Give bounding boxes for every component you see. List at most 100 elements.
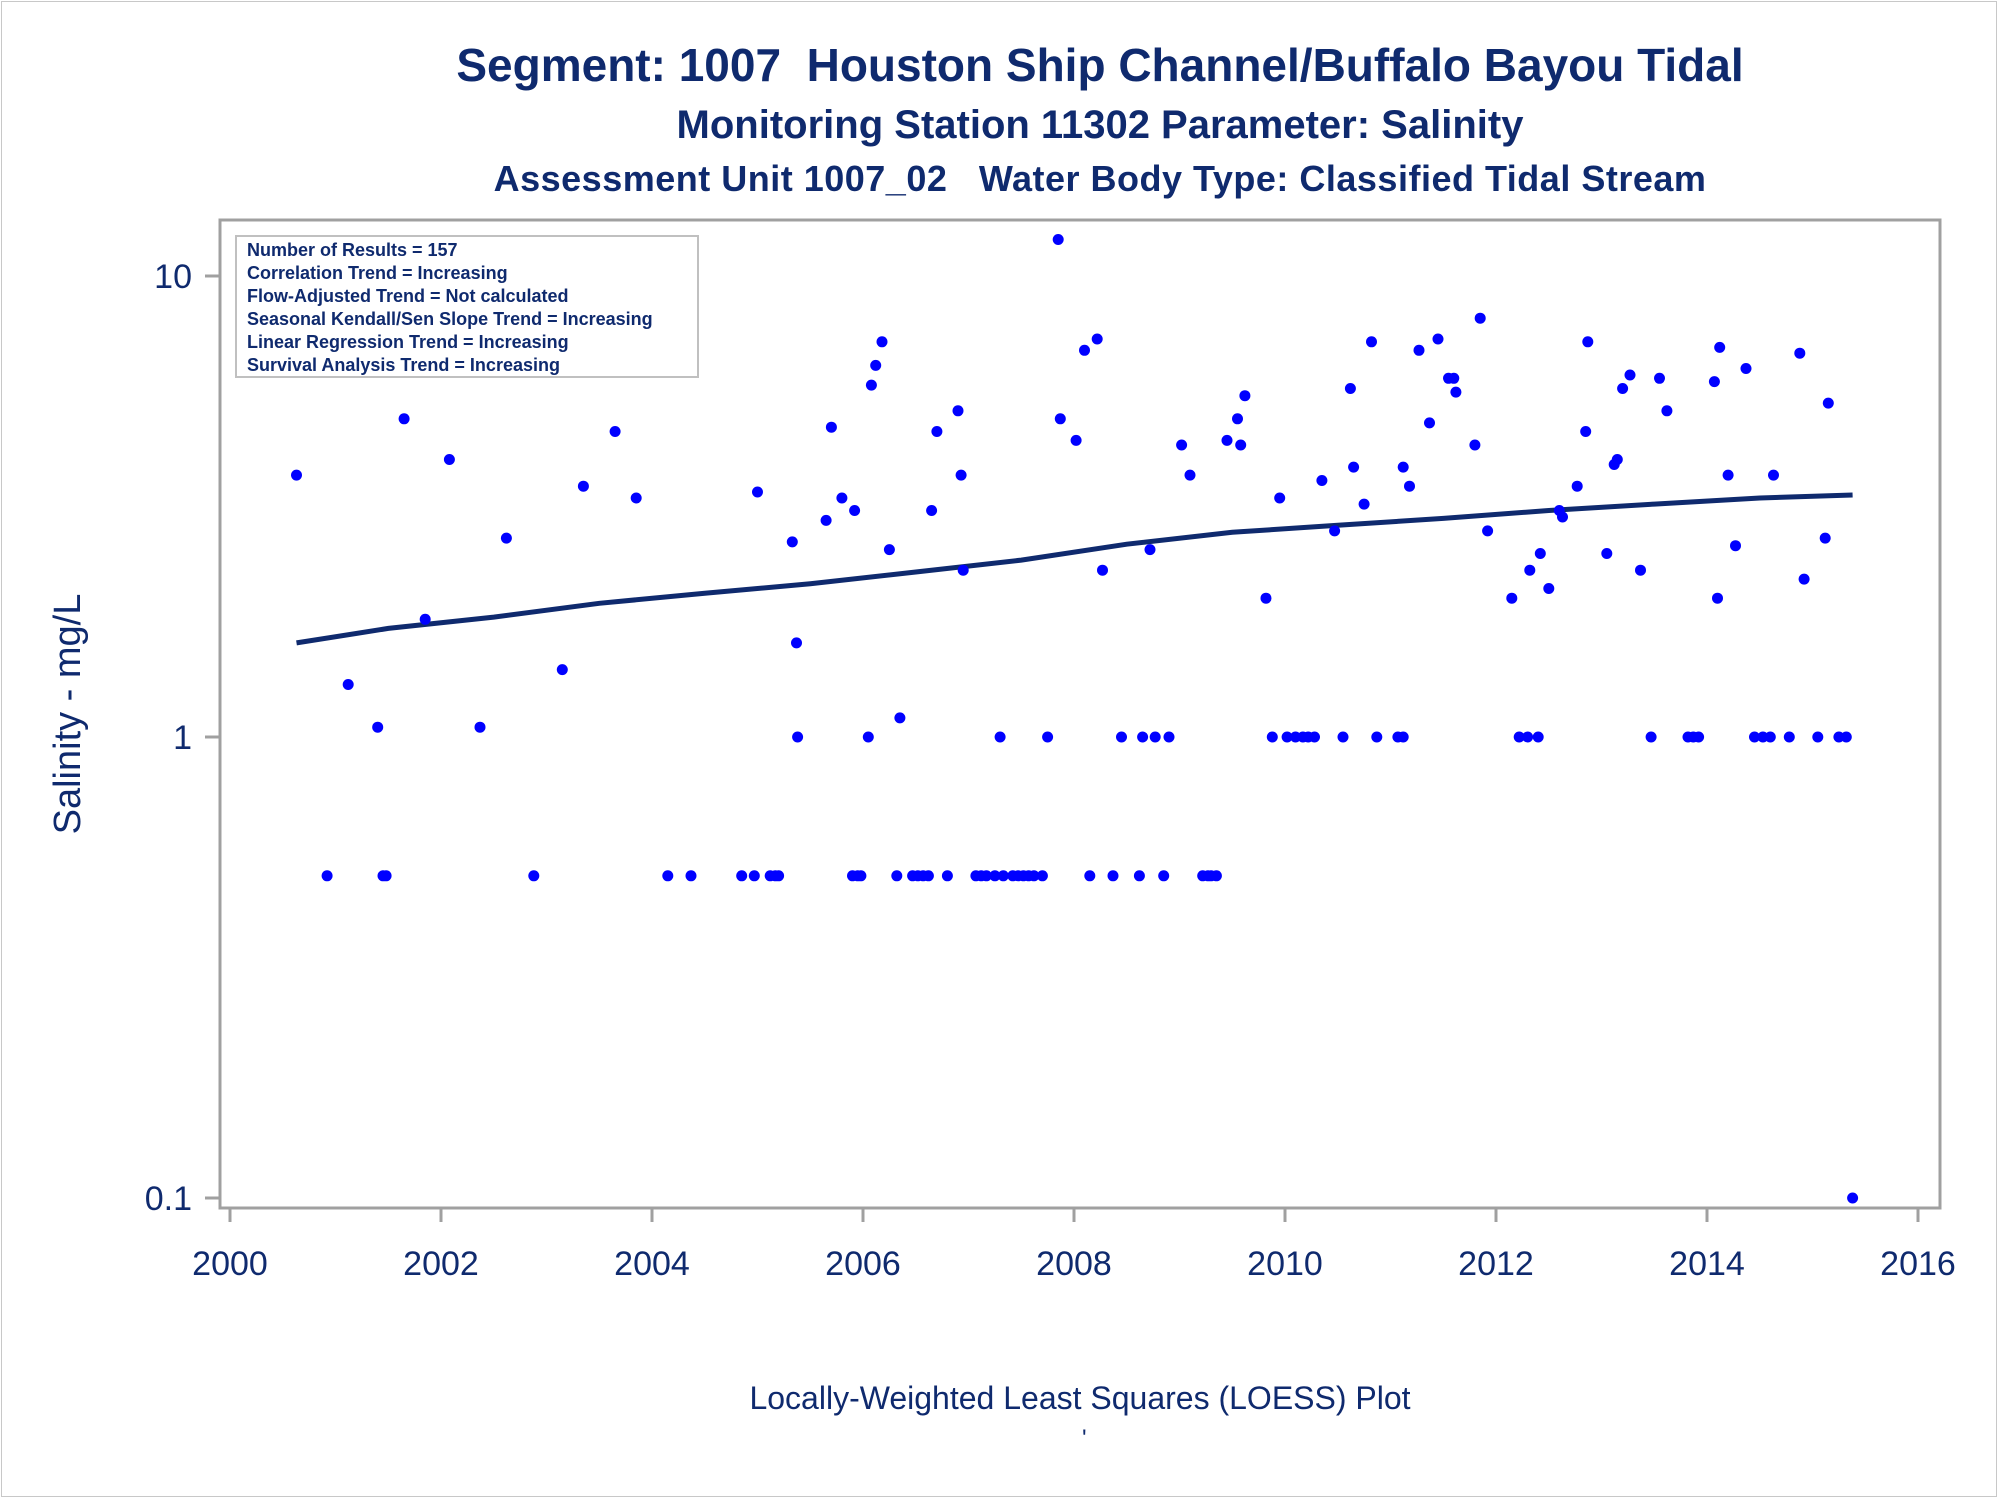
data-point <box>1654 372 1665 384</box>
x-tick-label: 2000 <box>192 1245 268 1283</box>
data-point <box>1730 540 1741 552</box>
data-point <box>1232 413 1243 425</box>
data-point <box>1091 333 1103 345</box>
data-point <box>865 379 877 391</box>
data-point <box>1036 870 1048 882</box>
data-point <box>321 870 333 882</box>
data-point <box>1158 870 1170 882</box>
data-point <box>1052 234 1064 245</box>
data-point <box>1812 731 1824 743</box>
data-point <box>1070 434 1082 446</box>
data-point <box>989 870 1001 882</box>
data-point <box>955 469 967 481</box>
stats-box-frame <box>235 235 699 378</box>
y-tick-label: 0.1 <box>145 1180 192 1218</box>
x-tick-label: 2012 <box>1458 1245 1534 1283</box>
data-point <box>931 426 943 437</box>
data-point <box>419 613 431 625</box>
data-point <box>1822 397 1834 409</box>
data-point <box>1028 870 1040 882</box>
data-point <box>1635 564 1646 576</box>
chart-subtitle-2: Assessment Unit 1007_02 Water Body Type:… <box>493 158 1707 199</box>
data-point <box>1149 731 1161 743</box>
data-point <box>876 336 888 348</box>
data-point <box>1645 731 1657 743</box>
data-point <box>891 870 903 882</box>
data-point <box>1819 532 1831 544</box>
data-point <box>1601 548 1613 559</box>
data-point <box>980 870 992 882</box>
data-point <box>1210 870 1222 882</box>
data-point <box>1543 583 1555 594</box>
data-point <box>997 870 1009 882</box>
data-point <box>1413 344 1425 356</box>
data-point <box>792 731 804 743</box>
data-point <box>1522 731 1534 743</box>
data-point <box>849 505 861 516</box>
data-point <box>1764 731 1776 743</box>
data-point <box>1079 344 1090 356</box>
data-point <box>1137 731 1149 743</box>
data-point <box>1163 731 1175 743</box>
data-point <box>380 870 392 882</box>
data-point <box>1260 592 1272 604</box>
data-point <box>1432 333 1444 345</box>
data-point <box>1266 731 1278 743</box>
data-point <box>1783 731 1795 743</box>
data-point <box>1794 347 1806 359</box>
data-point <box>941 870 953 882</box>
data-point <box>922 870 934 882</box>
data-point <box>1448 372 1460 384</box>
y-tick-label: 10 <box>154 258 192 296</box>
data-point <box>748 870 760 882</box>
data-point <box>443 454 455 465</box>
data-point <box>1239 390 1251 402</box>
data-point <box>1798 573 1810 585</box>
data-point <box>1184 469 1196 481</box>
x-tick-label: 2006 <box>825 1245 901 1283</box>
data-point <box>1474 312 1486 324</box>
data-point <box>752 486 763 498</box>
data-point <box>1054 413 1066 425</box>
data-point <box>1274 492 1286 504</box>
data-point <box>1847 1192 1859 1204</box>
data-point <box>1714 341 1726 353</box>
x-tick-label: 2016 <box>1880 1245 1956 1283</box>
data-point <box>994 731 1006 743</box>
data-point <box>1116 731 1127 743</box>
data-point <box>773 870 785 882</box>
plot-area <box>218 218 1942 1210</box>
data-point <box>1840 731 1852 743</box>
data-point <box>685 870 697 882</box>
data-point <box>1482 525 1494 537</box>
data-point <box>952 405 964 417</box>
series <box>291 234 1859 1204</box>
data-point <box>1749 731 1760 743</box>
data-point <box>500 532 512 544</box>
data-point <box>1424 417 1435 429</box>
data-point <box>1768 469 1779 481</box>
data-point <box>870 359 882 371</box>
data-point <box>398 413 410 425</box>
data-point <box>1693 731 1705 743</box>
data-point <box>1337 731 1349 743</box>
data-point <box>1740 363 1752 374</box>
data-point <box>1532 731 1544 743</box>
data-point <box>1404 480 1415 492</box>
data-point <box>1176 439 1188 451</box>
axes: 2000 2002 2004 2006 2008 2010 2012 2014 2016 0.1 1… <box>145 258 1956 1283</box>
stats-line: Flow-Adjusted Trend = Not calculated <box>247 286 569 306</box>
data-point <box>1371 731 1383 743</box>
data-point <box>1397 461 1409 473</box>
stats-line: Number of Results = 157 <box>247 240 458 260</box>
data-point <box>1397 731 1409 743</box>
data-point <box>1144 544 1156 556</box>
data-point <box>855 870 867 882</box>
stats-line: Seasonal Kendall/Sen Slope Trend = Incre… <box>247 309 653 329</box>
data-point <box>1084 870 1096 882</box>
x-tick-label: 2002 <box>403 1245 479 1283</box>
data-point <box>836 492 848 504</box>
y-axis-label: Salinity - mg/L <box>47 594 89 835</box>
